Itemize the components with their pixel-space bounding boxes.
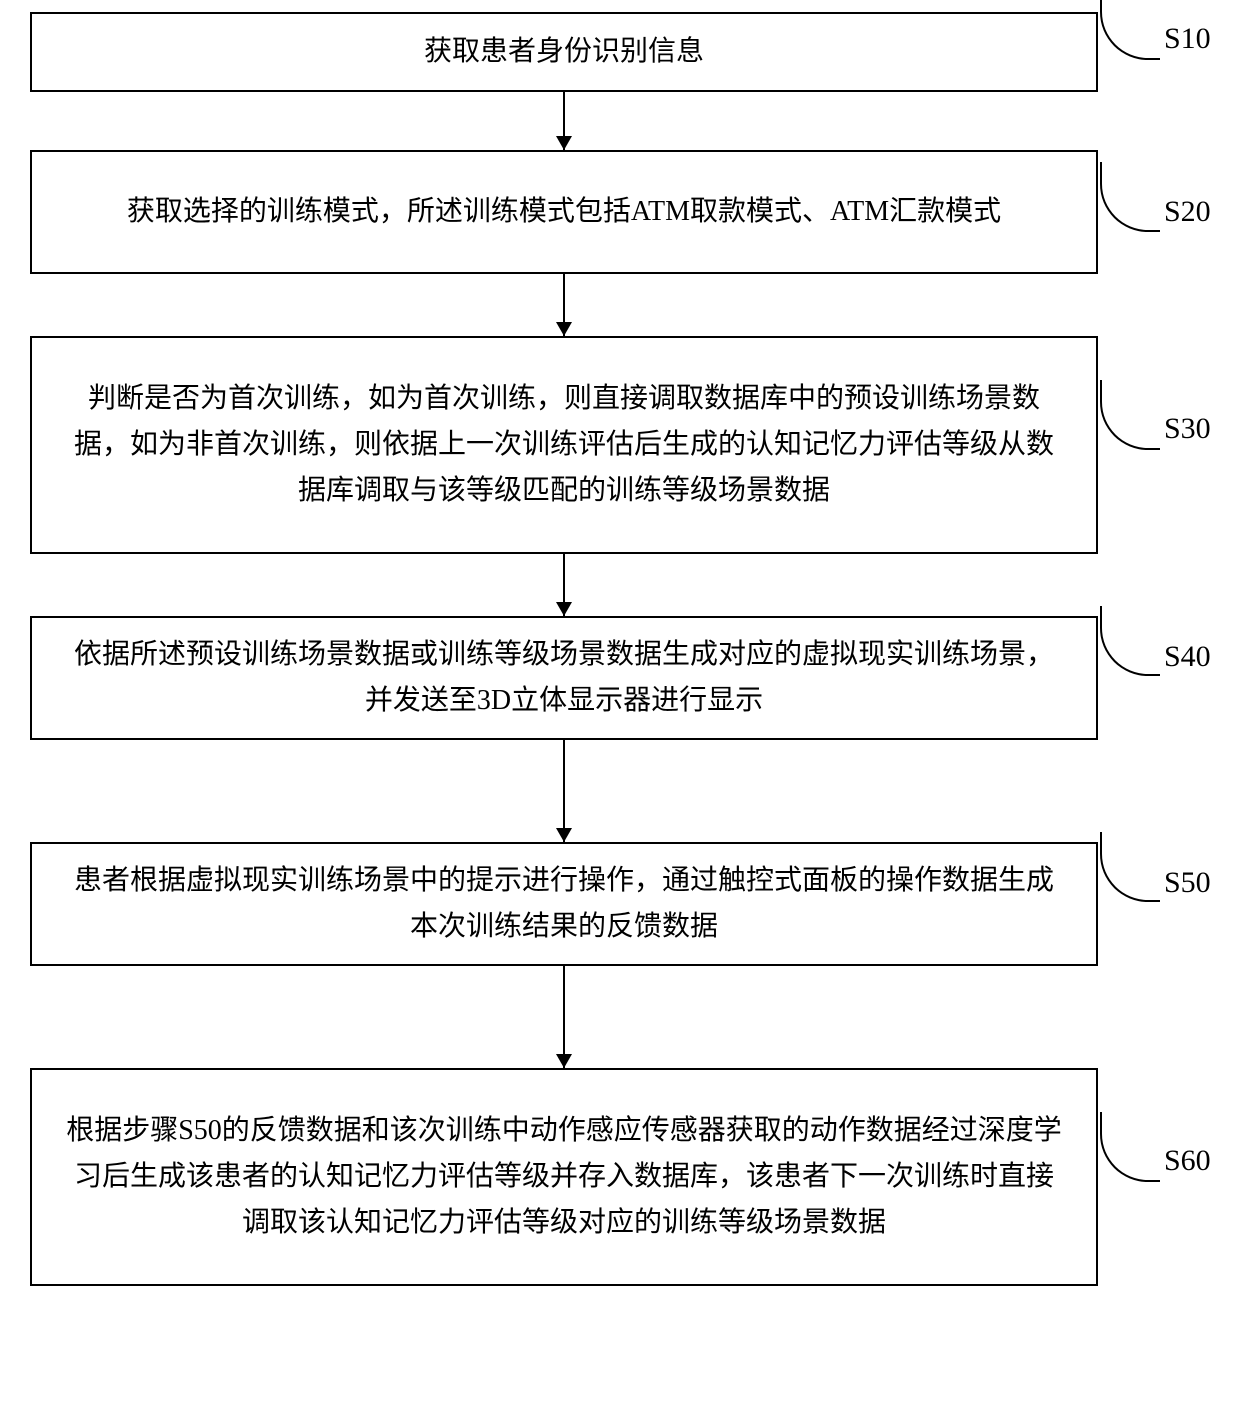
label-s30: S30 bbox=[1164, 412, 1211, 446]
label-s20: S20 bbox=[1164, 195, 1211, 229]
label-curve-s50 bbox=[1100, 832, 1160, 902]
label-curve-s10 bbox=[1100, 0, 1160, 60]
flowchart-canvas: 获取患者身份识别信息 S10 获取选择的训练模式，所述训练模式包括ATM取款模式… bbox=[0, 0, 1240, 1409]
node-s60-text: 根据步骤S50的反馈数据和该次训练中动作感应传感器获取的动作数据经过深度学习后生… bbox=[62, 1108, 1066, 1247]
node-s20: 获取选择的训练模式，所述训练模式包括ATM取款模式、ATM汇款模式 bbox=[30, 150, 1098, 274]
node-s50-text: 患者根据虚拟现实训练场景中的提示进行操作，通过触控式面板的操作数据生成本次训练结… bbox=[62, 858, 1066, 950]
label-s10: S10 bbox=[1164, 22, 1211, 56]
label-curve-s20 bbox=[1100, 162, 1160, 232]
arrow-s40-s50 bbox=[564, 740, 566, 842]
arrow-s50-s60 bbox=[564, 966, 566, 1068]
node-s40: 依据所述预设训练场景数据或训练等级场景数据生成对应的虚拟现实训练场景，并发送至3… bbox=[30, 616, 1098, 740]
label-s60: S60 bbox=[1164, 1144, 1211, 1178]
node-s10: 获取患者身份识别信息 bbox=[30, 12, 1098, 92]
label-curve-s40 bbox=[1100, 606, 1160, 676]
arrow-s30-s40 bbox=[564, 554, 566, 616]
node-s40-text: 依据所述预设训练场景数据或训练等级场景数据生成对应的虚拟现实训练场景，并发送至3… bbox=[62, 632, 1066, 724]
node-s30-text: 判断是否为首次训练，如为首次训练，则直接调取数据库中的预设训练场景数据，如为非首… bbox=[62, 376, 1066, 515]
node-s30: 判断是否为首次训练，如为首次训练，则直接调取数据库中的预设训练场景数据，如为非首… bbox=[30, 336, 1098, 554]
node-s20-text: 获取选择的训练模式，所述训练模式包括ATM取款模式、ATM汇款模式 bbox=[127, 189, 1001, 235]
arrow-s20-s30 bbox=[564, 274, 566, 336]
node-s50: 患者根据虚拟现实训练场景中的提示进行操作，通过触控式面板的操作数据生成本次训练结… bbox=[30, 842, 1098, 966]
label-curve-s30 bbox=[1100, 380, 1160, 450]
node-s60: 根据步骤S50的反馈数据和该次训练中动作感应传感器获取的动作数据经过深度学习后生… bbox=[30, 1068, 1098, 1286]
label-curve-s60 bbox=[1100, 1112, 1160, 1182]
label-s40: S40 bbox=[1164, 640, 1211, 674]
label-s50: S50 bbox=[1164, 866, 1211, 900]
arrow-s10-s20 bbox=[564, 92, 566, 150]
node-s10-text: 获取患者身份识别信息 bbox=[424, 29, 704, 75]
